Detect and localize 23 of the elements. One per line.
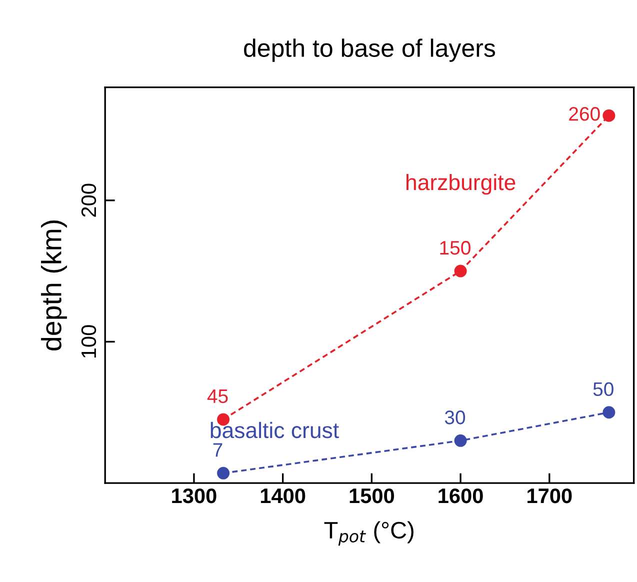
data-label: 45: [207, 390, 228, 404]
x-tick-label: 1600: [438, 488, 483, 504]
point: [454, 434, 467, 447]
x-tick-label: 1700: [528, 488, 572, 504]
y-tick-label: 100: [81, 325, 96, 358]
data-label: 50: [593, 382, 614, 396]
y-axis-title: depth (km): [41, 220, 67, 350]
x-axis-title: T$_{pot}$ (°C): [324, 521, 414, 546]
x-tick-label: 1300: [172, 488, 216, 504]
point: [602, 109, 616, 122]
data-label: 30: [444, 410, 466, 424]
chart-title: depth to base of layers: [244, 38, 496, 62]
x-tick-label: 1400: [260, 488, 306, 504]
y-tick-label: 200: [81, 184, 96, 217]
point: [602, 406, 616, 419]
data-label: 7: [213, 443, 222, 457]
data-label: 260: [569, 107, 600, 121]
point: [217, 466, 230, 480]
point: [454, 264, 467, 278]
series-label: harzburgite: [406, 174, 516, 195]
data-label: 150: [440, 240, 470, 255]
x-tick-label: 1500: [350, 488, 394, 504]
series-label: basaltic crust: [210, 422, 339, 438]
